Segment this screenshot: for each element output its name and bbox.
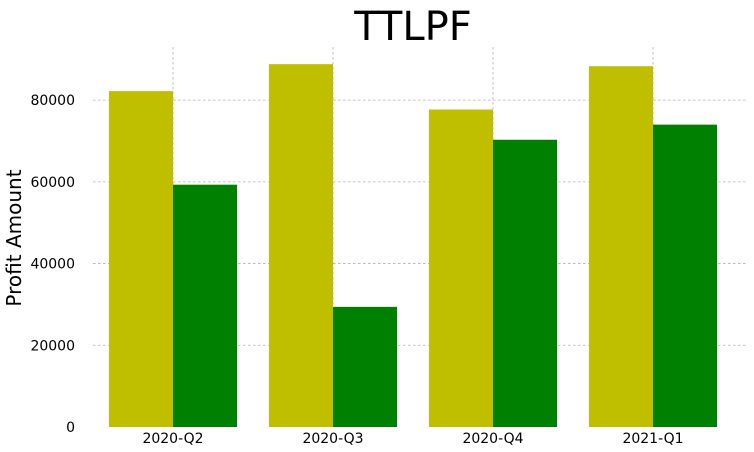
x-tick-label: 2021-Q1 <box>622 431 683 447</box>
y-tick-label: 20000 <box>30 338 75 354</box>
bar-series-1-2020-Q2 <box>109 91 173 428</box>
y-axis-ticks: 0 20000 40000 60000 80000 <box>30 93 75 436</box>
bar-series-2-2021-Q1 <box>653 124 717 428</box>
y-tick-label: 0 <box>66 420 75 436</box>
bar-series-2-2020-Q2 <box>173 184 237 427</box>
x-tick-label: 2020-Q2 <box>142 431 203 447</box>
bars <box>109 64 717 428</box>
x-tick-label: 2020-Q3 <box>302 431 363 447</box>
x-axis-ticks: 2020-Q2 2020-Q3 2020-Q4 2021-Q1 <box>142 431 683 447</box>
bar-series-1-2020-Q3 <box>269 64 333 428</box>
y-tick-label: 60000 <box>30 175 75 191</box>
bar-series-2-2020-Q3 <box>333 306 397 427</box>
x-tick-label: 2020-Q4 <box>462 431 523 447</box>
y-axis-label: Profit Amount <box>2 169 26 306</box>
y-tick-label: 40000 <box>30 257 75 273</box>
bar-series-1-2020-Q4 <box>429 109 493 428</box>
y-tick-label: 80000 <box>30 93 75 109</box>
bar-series-1-2021-Q1 <box>589 66 653 428</box>
chart-title: TTLPF <box>353 4 472 50</box>
bar-series-2-2020-Q4 <box>493 139 557 427</box>
